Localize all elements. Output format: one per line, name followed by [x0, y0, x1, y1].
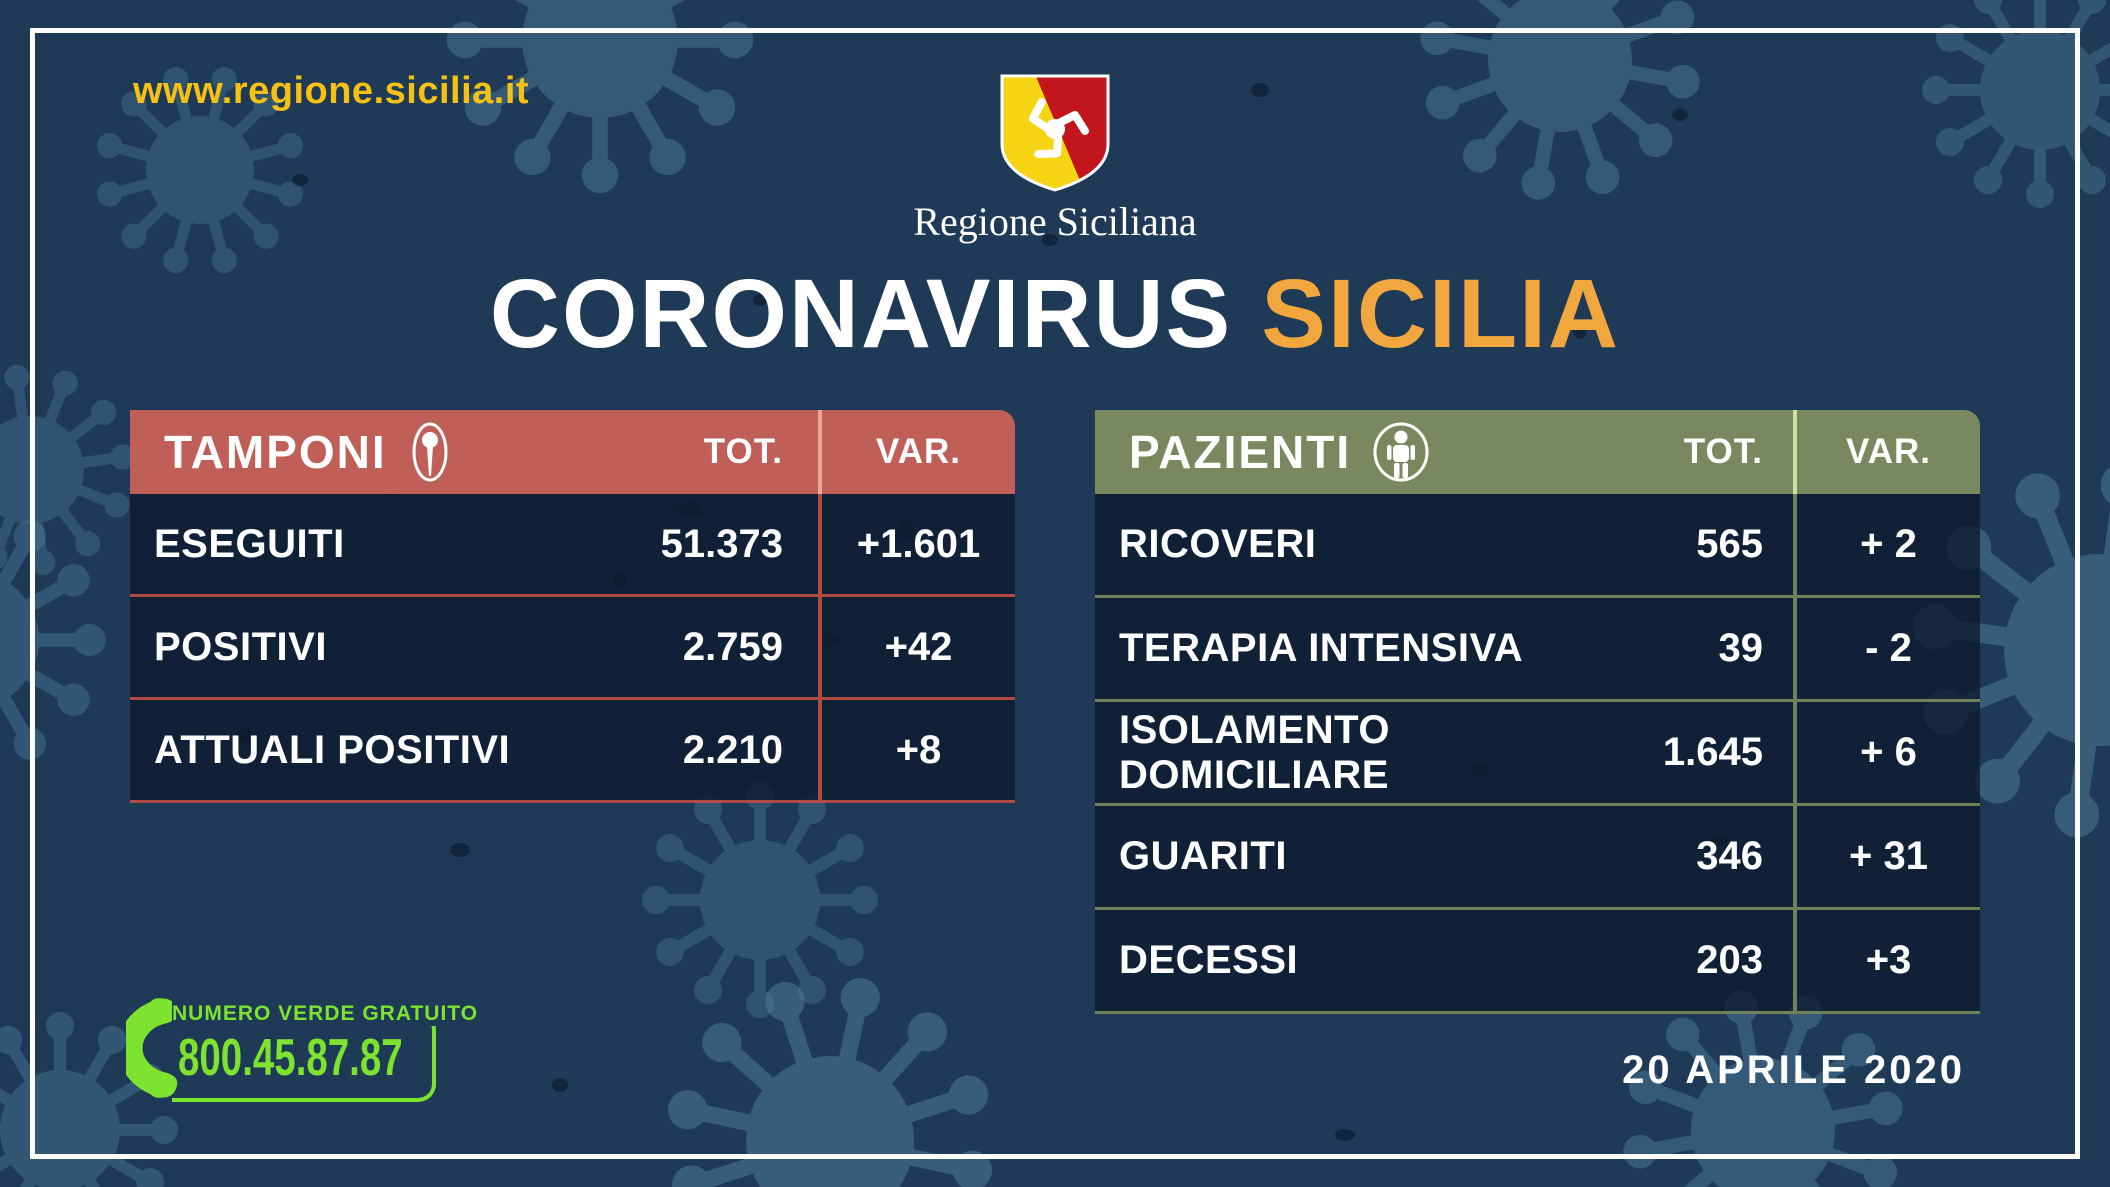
row-variation: +8: [818, 700, 1015, 800]
row-total: 346: [1696, 834, 1763, 878]
table-row: RICOVERI 565 + 2: [1095, 494, 1980, 598]
row-variation: + 6: [1793, 702, 1980, 803]
row-total: 51.373: [660, 521, 783, 566]
pazienti-table-header: PAZIENTI TOT. VAR.: [1095, 410, 1980, 494]
row-label: POSITIVI: [154, 624, 327, 669]
row-variation: - 2: [1793, 598, 1980, 699]
table-row: DECESSI 203 +3: [1095, 910, 1980, 1014]
table-row: ISOLAMENTO DOMICILIARE 1.645 + 6: [1095, 702, 1980, 806]
table-row: ATTUALI POSITIVI 2.210 +8: [130, 700, 1015, 803]
tamponi-table-header: TAMPONI TOT. VAR.: [130, 410, 1015, 494]
report-date: 20 APRILE 2020: [1622, 1048, 1965, 1092]
row-total: 39: [1718, 626, 1764, 670]
page-title: CORONAVIRUS SICILIA: [0, 258, 2110, 370]
row-variation: +3: [1793, 910, 1980, 1011]
table-row: ESEGUITI 51.373 +1.601: [130, 494, 1015, 597]
region-brand: Regione Siciliana: [855, 74, 1255, 245]
row-label: ATTUALI POSITIVI: [154, 727, 511, 772]
pazienti-col-tot: TOT.: [1683, 432, 1763, 471]
row-total: 1.645: [1662, 730, 1763, 774]
row-label: GUARITI: [1119, 834, 1287, 878]
tamponi-col-var: VAR.: [818, 410, 1015, 494]
title-coronavirus: CORONAVIRUS: [489, 259, 1233, 368]
sicilia-coat-of-arms: [1000, 74, 1110, 192]
table-row: POSITIVI 2.759 +42: [130, 597, 1015, 700]
swab-icon: [412, 422, 448, 482]
pazienti-table: PAZIENTI TOT. VAR. RICOVERI 565 + 2 TERA…: [1095, 410, 1980, 1014]
org-name: Regione Siciliana: [913, 199, 1197, 244]
pazienti-header-label: PAZIENTI: [1129, 426, 1352, 478]
table-row: TERAPIA INTENSIVA 39 - 2: [1095, 598, 1980, 702]
phone-icon: [126, 998, 178, 1098]
row-label: TERAPIA INTENSIVA: [1119, 626, 1524, 670]
hotline-box: NUMERO VERDE GRATUITO 800.45.87.87: [172, 1002, 493, 1102]
row-total: 203: [1696, 938, 1763, 982]
row-label: RICOVERI: [1119, 522, 1317, 566]
pazienti-col-var: VAR.: [1793, 410, 1980, 494]
table-row: GUARITI 346 + 31: [1095, 806, 1980, 910]
tamponi-col-tot: TOT.: [703, 432, 783, 471]
person-icon: [1373, 422, 1429, 482]
row-total: 2.210: [682, 727, 783, 772]
row-variation: + 31: [1793, 806, 1980, 907]
website-url[interactable]: www.regione.sicilia.it: [133, 70, 530, 112]
tamponi-header-label: TAMPONI: [164, 426, 387, 478]
row-total: 565: [1696, 522, 1763, 566]
row-label: ISOLAMENTO DOMICILIARE: [1119, 707, 1390, 797]
row-label: DECESSI: [1119, 938, 1299, 982]
row-variation: +1.601: [818, 494, 1015, 594]
row-variation: +42: [818, 597, 1015, 697]
hotline-number: 800.45.87.87: [178, 1029, 403, 1087]
tamponi-table: TAMPONI TOT. VAR. ESEGUITI 51.373 +1.601…: [130, 410, 1015, 803]
hotline-label: NUMERO VERDE GRATUITO: [172, 1002, 493, 1026]
row-total: 2.759: [682, 624, 783, 669]
title-sicilia: SICILIA: [1261, 259, 1621, 368]
row-variation: + 2: [1793, 494, 1980, 595]
row-label: ESEGUITI: [154, 521, 345, 566]
